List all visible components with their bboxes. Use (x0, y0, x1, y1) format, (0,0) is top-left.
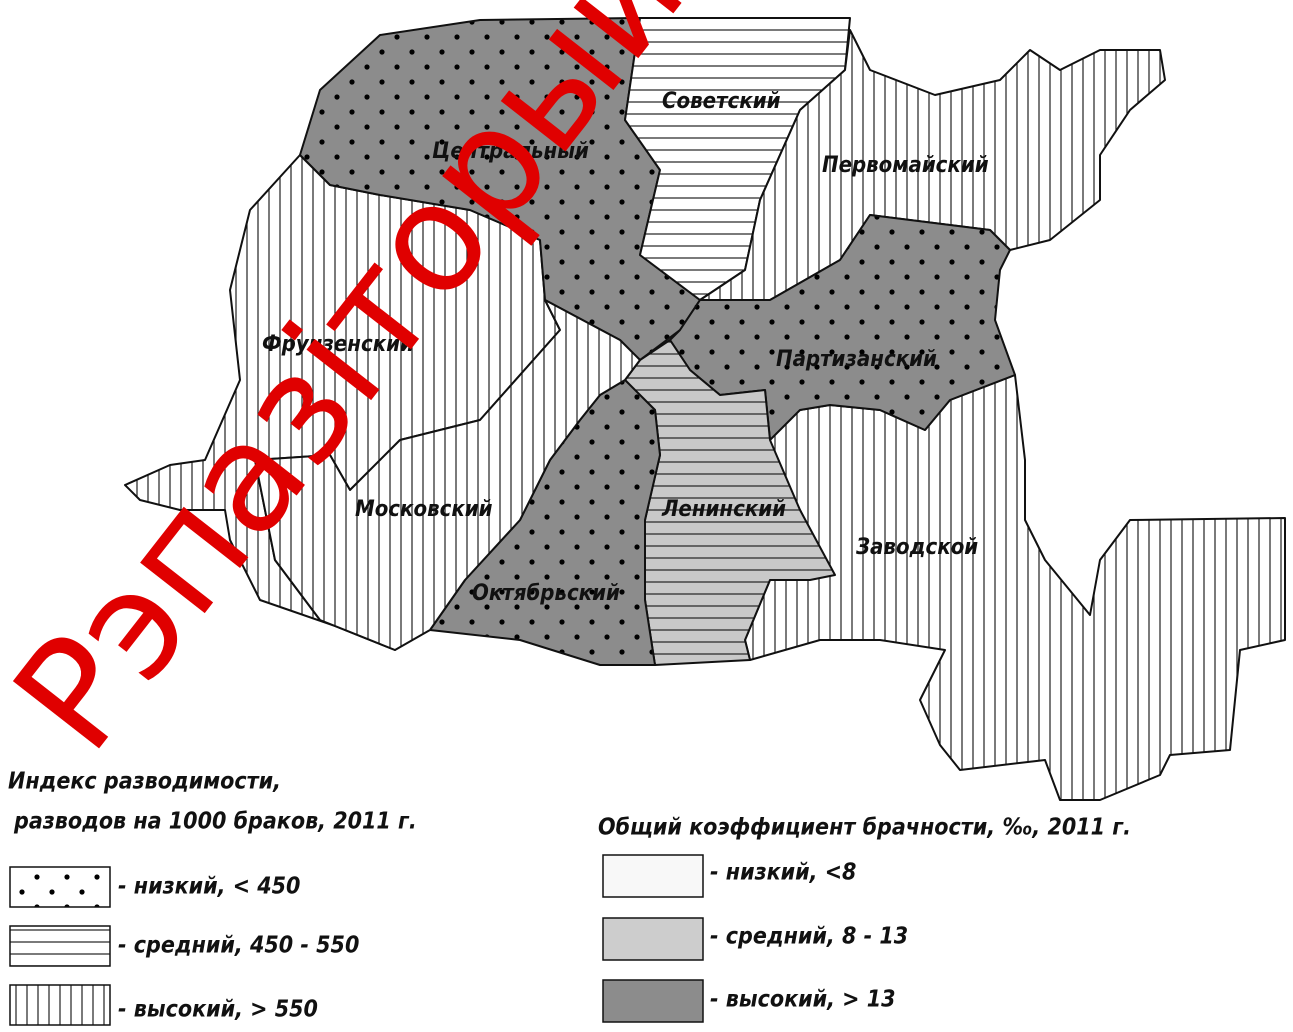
legend-swatch (603, 855, 703, 897)
legend-item: - средний, 8 - 13 (710, 924, 908, 950)
district-area (745, 375, 1285, 800)
district-label: Московский (355, 497, 493, 522)
district-label: Первомайский (822, 153, 989, 178)
legend-swatch (10, 985, 110, 1025)
legend-swatch (10, 867, 110, 907)
legend-item: - средний, 450 - 550 (118, 933, 359, 959)
legend-item: - низкий, <8 (710, 860, 856, 886)
legend-title: Индекс разводимости, (8, 769, 281, 795)
legend-item: - высокий, > 13 (710, 987, 896, 1013)
legend-title: Общий коэффициент брачности, ‰, 2011 г. (598, 815, 1131, 841)
district-label: Октябрьский (472, 581, 620, 606)
district-label: Ленинский (661, 497, 786, 522)
legend-title: разводов на 1000 браков, 2011 г. (13, 809, 417, 835)
district-label: Советский (662, 89, 781, 114)
legend-item: - высокий, > 550 (118, 997, 318, 1023)
district-label: Заводской (856, 535, 978, 560)
legend-swatch (603, 918, 703, 960)
map: Советский Центральный Первомайский Фрунз… (0, 0, 1293, 1032)
district-label: Партизанский (776, 347, 937, 372)
legend-swatch (603, 980, 703, 1022)
divorce-legend: Индекс разводимости, разводов на 1000 бр… (8, 769, 417, 1026)
legend-swatch (10, 926, 110, 966)
legend-item: - низкий, < 450 (118, 874, 300, 900)
marriage-legend: Общий коэффициент брачности, ‰, 2011 г. … (598, 815, 1131, 1023)
